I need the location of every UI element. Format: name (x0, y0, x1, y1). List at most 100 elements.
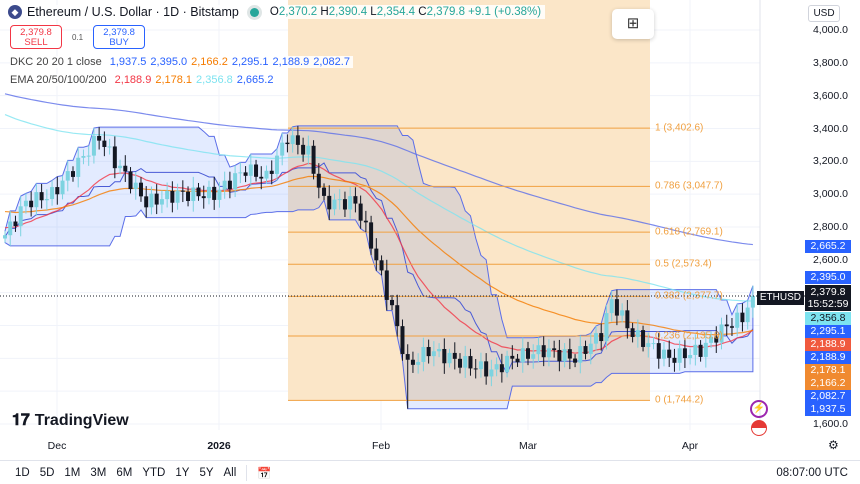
candle (175, 190, 180, 203)
calendar-goto-icon[interactable]: 📅 (257, 467, 272, 480)
candle (222, 180, 227, 190)
indicator-price-badge: 2,395.0 (805, 271, 851, 284)
buy-button[interactable]: 2,379.8 BUY (93, 25, 146, 49)
candle (714, 336, 719, 343)
indicator-ema[interactable]: EMA 20/50/100/200 2,188.9 2,178.1 2,356.8 2,… (10, 74, 277, 86)
candle (65, 171, 70, 181)
range-button-6m[interactable]: 6M (116, 466, 133, 479)
indicator-price-badge: 2,665.2 (805, 240, 851, 253)
candle (437, 348, 442, 352)
candle (332, 199, 337, 210)
market-status-icon (249, 7, 259, 17)
range-button-5d[interactable]: 5D (39, 466, 55, 479)
fib-level-label: 0 (1,744.2) (655, 394, 704, 406)
indicator-dkc[interactable]: DKC 20 20 1 close 1,937.5 2,395.0 2,166.2 2,… (10, 56, 353, 68)
candle (520, 348, 525, 363)
candle (552, 348, 557, 350)
candle (557, 349, 562, 362)
price-axis-label: 4,000.0 (812, 24, 848, 36)
range-button-1m[interactable]: 1M (64, 466, 81, 479)
candle (165, 190, 170, 200)
candle (416, 361, 421, 365)
candle (180, 190, 185, 192)
symbol-title[interactable]: Ethereum / U.S. Dollar · 1D · Bitstamp (27, 5, 239, 19)
candle (468, 356, 473, 369)
settings-gear-icon[interactable]: ⚙ (828, 438, 839, 452)
candle (60, 180, 65, 195)
time-axis-label: 2026 (207, 440, 231, 452)
fib-level-label: 0.786 (3,047.7) (655, 180, 723, 192)
candle (656, 343, 661, 359)
candle (34, 192, 39, 208)
range-button-5y[interactable]: 5Y (199, 466, 214, 479)
candle (709, 336, 714, 343)
range-button-ytd[interactable]: YTD (142, 466, 166, 479)
candle (641, 330, 646, 347)
utc-clock[interactable]: 08:07:00 UTC (776, 466, 848, 479)
candle (248, 164, 253, 176)
candle (290, 135, 295, 145)
candle (588, 343, 593, 354)
candle (567, 349, 572, 359)
price-chart[interactable] (0, 0, 860, 460)
fib-level-label: 0.382 (2,377.7) (655, 290, 723, 302)
candle (97, 135, 102, 141)
candle (536, 345, 541, 355)
order-quantity[interactable]: 0.1 (72, 32, 84, 42)
candle (81, 155, 86, 158)
candle (264, 170, 269, 179)
object-tree-button[interactable]: ⊞ (612, 9, 654, 39)
range-button-all[interactable]: All (223, 466, 237, 479)
candle (170, 190, 175, 203)
candle (400, 326, 405, 355)
range-button-3m[interactable]: 3M (90, 466, 107, 479)
candle (191, 187, 196, 202)
lightning-event-icon[interactable]: ⚡ (750, 400, 768, 418)
candle (593, 333, 598, 344)
candle (620, 310, 625, 316)
range-button-1y[interactable]: 1Y (175, 466, 190, 479)
tradingview-logo[interactable]: 𝟏𝟕 TradingView (12, 412, 129, 429)
candle (311, 145, 316, 174)
candle (91, 135, 96, 156)
sell-button[interactable]: 2,379.8 SELL (10, 25, 62, 49)
indicator-value: 2,188.9 (272, 56, 310, 68)
candle (473, 368, 478, 370)
indicator-price-badge: 2,082.7 (805, 390, 851, 403)
candle (227, 180, 232, 190)
candle (379, 260, 384, 271)
candle (196, 187, 201, 197)
candle (212, 186, 217, 200)
indicator-value: 2,665.2 (236, 74, 274, 86)
candle (515, 358, 520, 363)
candle (745, 307, 750, 323)
indicator-value: 1,937.5 (109, 56, 147, 68)
candle (452, 352, 457, 359)
candle (39, 192, 44, 201)
candle (405, 354, 410, 360)
candle (23, 200, 28, 207)
indicator-price-badge: 1,937.5 (805, 403, 851, 416)
candle (682, 348, 687, 359)
candle (306, 145, 311, 155)
candle (76, 157, 81, 177)
candle (186, 191, 191, 202)
candle (447, 352, 452, 364)
us-flag-event-icon[interactable] (751, 420, 767, 436)
candle (369, 222, 374, 249)
ema-200-line (4, 93, 753, 246)
indicator-value: 2,395.0 (150, 56, 188, 68)
symbol-price-tag: ETHUSD (756, 291, 804, 305)
trade-panel: 2,379.8 SELL 0.1 2,379.8 BUY (10, 25, 146, 49)
candle (102, 140, 107, 147)
fib-level-label: 0.236 (2,135.8) (655, 330, 723, 342)
range-button-1d[interactable]: 1D (15, 466, 30, 479)
candle (133, 182, 138, 190)
price-axis-label: 3,000.0 (812, 188, 848, 201)
candle (29, 200, 34, 208)
currency-selector[interactable]: USD (808, 5, 840, 22)
candle (478, 361, 483, 370)
price-axis-label: 2,800.0 (812, 221, 848, 233)
candle (217, 189, 222, 200)
symbol-legend: ◆ Ethereum / U.S. Dollar · 1D · Bitstamp… (8, 5, 546, 19)
